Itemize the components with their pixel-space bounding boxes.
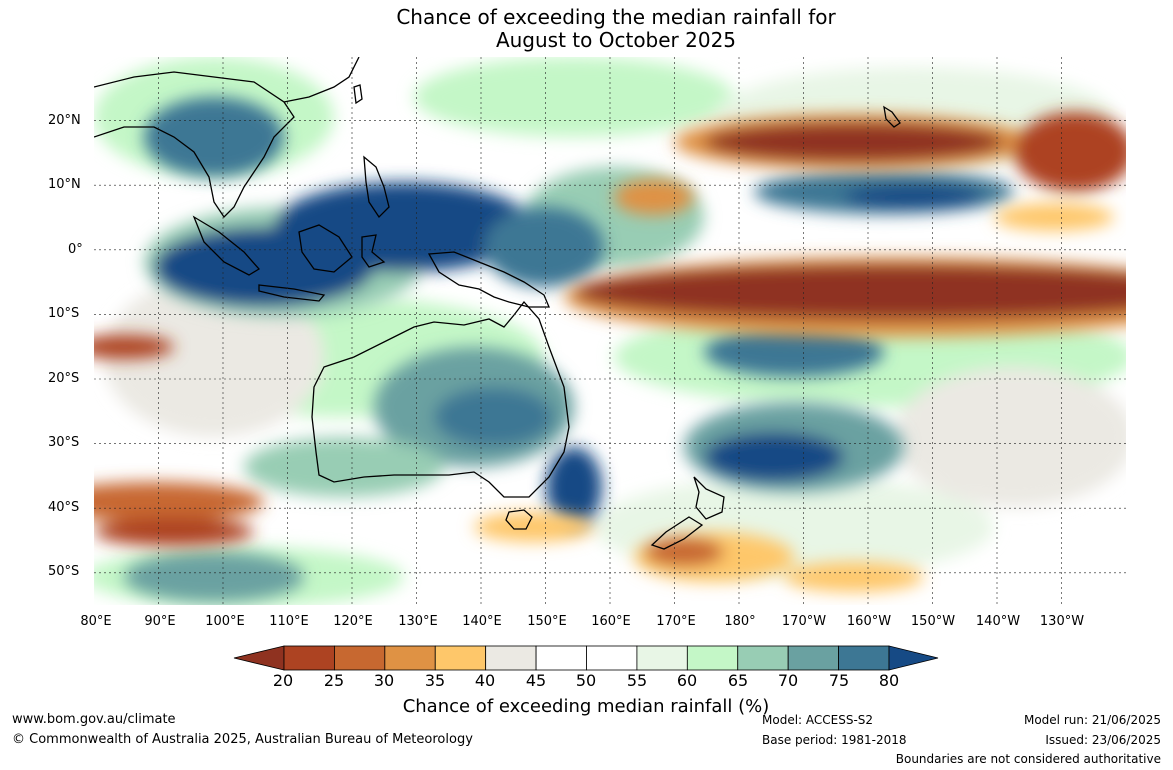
lon-label-130w: 130°W xyxy=(1039,614,1085,629)
mainland-southeast-asia-outline xyxy=(94,71,295,219)
australia-outline xyxy=(311,300,570,498)
lat-label-0: 0° xyxy=(68,242,83,257)
colorbar-tick-80: 80 xyxy=(878,671,900,690)
colorbar xyxy=(233,645,939,671)
lon-label-110e: 110°E xyxy=(269,614,309,629)
colorbar-tick-65: 65 xyxy=(727,671,749,690)
colorbar-tick-45: 45 xyxy=(525,671,547,690)
lat-label-20n: 20°N xyxy=(48,113,81,128)
lat-label-40s: 40°S xyxy=(48,500,80,515)
colorbar-tick-70: 70 xyxy=(777,671,799,690)
colorbar-tick-50: 50 xyxy=(575,671,597,690)
tasmania-outline xyxy=(505,509,533,530)
lon-label-150w: 150°W xyxy=(910,614,956,629)
lon-label-140w: 140°W xyxy=(975,614,1021,629)
colorbar-tick-25: 25 xyxy=(323,671,345,690)
footer-disclaimer: Boundaries are not considered authoritat… xyxy=(895,752,1161,766)
footer-copyright: © Commonwealth of Australia 2025, Austra… xyxy=(12,732,473,747)
lon-label-120e: 120°E xyxy=(333,614,373,629)
colorbar-tick-55: 55 xyxy=(626,671,648,690)
borneo-outline xyxy=(298,224,353,273)
colorbar-tick-30: 30 xyxy=(373,671,395,690)
colorbar-cells xyxy=(283,645,890,671)
map-title-line-2: August to October 2025 xyxy=(495,28,737,52)
lon-label-90e: 90°E xyxy=(144,614,176,629)
colorbar-cell xyxy=(485,645,537,671)
coastlines xyxy=(94,57,901,550)
sulawesi-outline xyxy=(361,234,386,268)
lon-label-100e: 100°E xyxy=(205,614,245,629)
colorbar-cell xyxy=(384,645,436,671)
colorbar-high-arrow xyxy=(888,645,939,671)
china-coast-outline xyxy=(283,57,360,103)
colorbar-cell xyxy=(586,645,638,671)
java-outline xyxy=(258,284,326,302)
lon-label-130e: 130°E xyxy=(398,614,438,629)
lat-label-10n: 10°N xyxy=(48,177,81,192)
colorbar-cell xyxy=(636,645,688,671)
footer-issued: Issued: 23/06/2025 xyxy=(1045,733,1161,747)
lon-label-160e: 160°E xyxy=(591,614,631,629)
lat-label-10s: 10°S xyxy=(48,306,80,321)
colorbar-tick-60: 60 xyxy=(676,671,698,690)
graticule xyxy=(94,57,1126,605)
lon-label-160w: 160°W xyxy=(846,614,892,629)
colorbar-tick-20: 20 xyxy=(272,671,294,690)
lat-label-20s: 20°S xyxy=(48,371,80,386)
colorbar-cell xyxy=(737,645,789,671)
lon-label-170w: 170°W xyxy=(781,614,827,629)
lat-label-50s: 50°S xyxy=(48,564,80,579)
colorbar-tick-75: 75 xyxy=(828,671,850,690)
lon-label-150e: 150°E xyxy=(527,614,567,629)
colorbar-cell xyxy=(787,645,839,671)
philippines-outline xyxy=(363,155,390,219)
footer-model: Model: ACCESS-S2 xyxy=(762,713,874,727)
lon-label-180: 180° xyxy=(724,614,756,629)
colorbar-tick-35: 35 xyxy=(424,671,446,690)
map-title-line-1: Chance of exceeding the median rainfall … xyxy=(396,5,836,29)
probability-field-dry xyxy=(94,112,1126,592)
new-guinea-outline xyxy=(427,251,550,308)
colorbar-cell xyxy=(686,645,739,671)
colorbar-label: Chance of exceeding median rainfall (%) xyxy=(402,696,770,717)
colorbar-cell xyxy=(283,645,335,671)
lon-label-140e: 140°E xyxy=(462,614,502,629)
sumatra-outline xyxy=(192,215,261,276)
lon-label-80e: 80°E xyxy=(80,614,112,629)
footer-base-period: Base period: 1981-2018 xyxy=(762,733,907,747)
colorbar-low-arrow xyxy=(233,645,285,671)
colorbar-cell xyxy=(535,645,587,671)
new-zealand-north-outline xyxy=(693,476,725,520)
colorbar-cell xyxy=(838,645,890,671)
rainfall-map xyxy=(94,57,1126,605)
footer-url[interactable]: www.bom.gov.au/climate xyxy=(12,712,176,727)
colorbar-cell xyxy=(334,645,386,671)
colorbar-cell xyxy=(434,645,487,671)
new-zealand-south-outline xyxy=(650,516,704,550)
hawaii-outline xyxy=(883,105,901,128)
taiwan-outline xyxy=(353,84,363,105)
colorbar-tick-40: 40 xyxy=(474,671,496,690)
lat-label-30s: 30°S xyxy=(48,435,80,450)
lon-label-170e: 170°E xyxy=(656,614,696,629)
footer-model-run: Model run: 21/06/2025 xyxy=(1023,713,1161,727)
